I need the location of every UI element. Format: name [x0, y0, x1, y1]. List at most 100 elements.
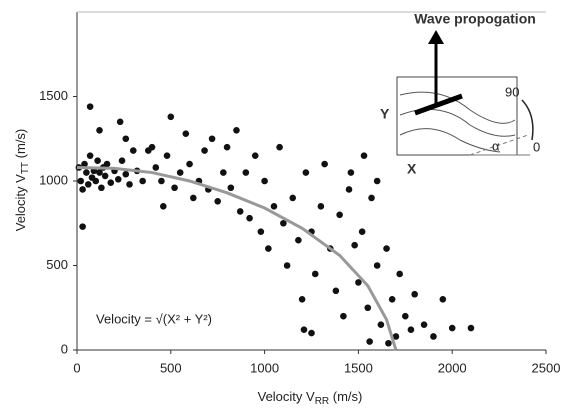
point — [227, 184, 235, 192]
formula: Velocity = √(X² + Y²) — [96, 311, 212, 326]
point — [83, 169, 90, 176]
point — [122, 170, 130, 178]
inset: Wave propogation Y X 90 0 α — [380, 11, 540, 177]
y-axis-title-unit: (m/s) — [13, 129, 28, 162]
point — [340, 312, 347, 320]
point — [139, 177, 146, 185]
point — [430, 333, 437, 340]
inset-x: X — [407, 161, 417, 177]
inset-angle-high: 90 — [505, 84, 519, 99]
point — [420, 321, 428, 328]
y-tick-label: 1000 — [39, 172, 68, 187]
point — [86, 152, 94, 159]
point — [242, 169, 250, 176]
point — [351, 241, 358, 249]
point — [233, 127, 240, 134]
point — [358, 228, 366, 235]
point — [176, 169, 184, 176]
y-axis-title-main: Velocity V — [13, 174, 28, 231]
point — [448, 324, 456, 332]
point — [163, 152, 171, 159]
point — [373, 262, 381, 269]
point — [114, 176, 122, 183]
point — [122, 135, 130, 143]
point — [79, 186, 86, 193]
point — [289, 194, 297, 202]
point — [116, 118, 124, 126]
inset-arrowhead — [428, 30, 444, 44]
point — [411, 290, 418, 298]
point — [107, 179, 115, 186]
point — [152, 164, 160, 171]
x-tick-label: 1500 — [344, 360, 373, 375]
point — [368, 194, 375, 202]
inset-angle-line — [469, 134, 529, 156]
point — [144, 147, 152, 154]
point — [467, 324, 475, 332]
point — [364, 304, 372, 312]
point — [407, 326, 415, 334]
inset-title: Wave propogation — [414, 11, 536, 27]
point — [377, 321, 385, 328]
x-axis-title-main: Velocity V — [258, 389, 315, 404]
point — [280, 219, 287, 227]
point — [129, 147, 137, 154]
point — [336, 211, 343, 219]
point — [302, 169, 310, 176]
point — [265, 245, 272, 252]
point — [236, 208, 244, 215]
inset-angle: α — [492, 138, 500, 153]
point — [321, 160, 328, 168]
point — [182, 130, 190, 137]
x-tick-label: 500 — [160, 360, 182, 375]
x-axis-title: Velocity VRR (m/s) — [258, 389, 363, 406]
point — [360, 152, 368, 159]
point — [300, 326, 308, 334]
point — [86, 103, 94, 110]
point — [392, 333, 400, 340]
point — [92, 177, 100, 185]
x-tick-label: 1000 — [250, 360, 279, 375]
point — [311, 270, 319, 278]
point — [317, 203, 325, 210]
point — [373, 177, 381, 185]
x-tick-label: 2000 — [438, 360, 467, 375]
point — [223, 143, 231, 151]
point — [220, 169, 227, 176]
point — [167, 113, 175, 121]
y-tick-label: 1500 — [39, 88, 68, 103]
point — [118, 157, 126, 165]
point — [96, 127, 103, 134]
point — [98, 184, 105, 192]
point — [383, 245, 390, 252]
point — [79, 223, 86, 230]
point — [388, 296, 396, 303]
point — [77, 177, 85, 185]
point — [96, 169, 103, 176]
x-tick-label: 2500 — [532, 360, 561, 375]
inset-angle-low: 0 — [533, 139, 540, 154]
y-tick-label: 500 — [46, 257, 68, 272]
point — [261, 177, 268, 185]
point — [101, 172, 109, 180]
inset-angle-arc — [521, 99, 534, 141]
x-axis-title-unit: (m/s) — [329, 389, 362, 404]
point — [158, 177, 165, 185]
inset-y: Y — [380, 106, 390, 122]
point — [208, 135, 216, 143]
point — [439, 296, 447, 303]
point — [159, 203, 167, 210]
point — [201, 147, 208, 154]
point — [270, 203, 278, 210]
point — [103, 160, 111, 168]
y-tick-label: 0 — [61, 341, 68, 356]
point — [251, 152, 259, 159]
y-axis-title: Velocity VTT (m/s) — [13, 129, 30, 232]
x-tick-label: 0 — [73, 360, 80, 375]
point — [396, 270, 403, 278]
y-axis-title-sub: TT — [20, 162, 31, 174]
point — [84, 181, 92, 188]
point — [276, 143, 283, 151]
point — [283, 262, 291, 269]
